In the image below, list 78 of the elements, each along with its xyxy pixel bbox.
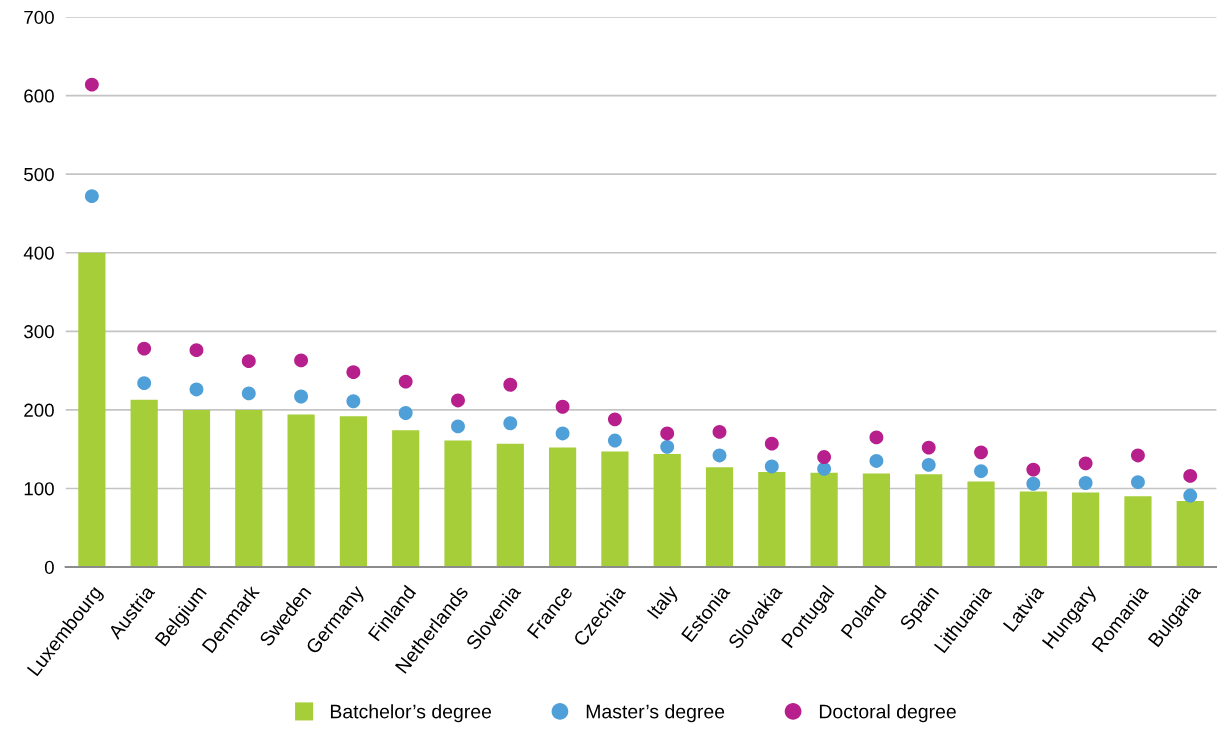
point <box>1078 456 1093 471</box>
point <box>555 399 570 414</box>
point <box>503 377 518 392</box>
point <box>921 440 936 455</box>
point <box>1130 448 1145 463</box>
legend-label: Doctoral degree <box>819 704 956 723</box>
point <box>764 459 779 474</box>
bar <box>287 414 315 568</box>
bar <box>339 416 367 568</box>
point <box>451 393 465 408</box>
y-tick-label: 300 <box>24 325 54 339</box>
bar <box>705 467 734 568</box>
point <box>817 450 832 464</box>
point <box>1026 462 1041 477</box>
point <box>712 424 727 439</box>
point <box>1183 468 1198 483</box>
point <box>712 448 727 463</box>
point <box>974 464 988 479</box>
y-tick-label: 100 <box>24 482 54 496</box>
bar <box>235 409 263 568</box>
bar <box>1124 496 1152 568</box>
point <box>451 419 465 434</box>
point <box>764 436 779 451</box>
bar <box>182 409 211 568</box>
legend-label: Master’s degree <box>586 704 725 723</box>
bar <box>601 451 629 568</box>
bar <box>1019 491 1047 568</box>
bar <box>1176 501 1204 568</box>
bar <box>810 472 838 568</box>
y-tick-label: 500 <box>24 167 54 182</box>
point <box>84 189 99 204</box>
point <box>921 457 936 472</box>
point <box>503 416 518 431</box>
y-tick-label: 600 <box>24 89 54 103</box>
legend-label: Batchelor’s degree <box>330 704 492 723</box>
y-tick-label: 700 <box>24 10 54 25</box>
point <box>660 426 675 441</box>
point <box>241 386 256 401</box>
point <box>607 433 622 448</box>
point <box>555 426 570 441</box>
bar <box>496 443 524 568</box>
point <box>1130 475 1145 490</box>
point <box>398 406 413 420</box>
point <box>1183 488 1198 503</box>
point <box>1078 476 1093 490</box>
y-tick-label: 200 <box>24 403 54 417</box>
point <box>398 374 413 389</box>
point <box>869 454 884 468</box>
point <box>189 343 204 358</box>
bar <box>862 473 891 568</box>
point <box>241 354 256 369</box>
bar <box>549 447 577 568</box>
bar <box>130 399 158 568</box>
point <box>189 382 204 397</box>
bar <box>78 252 106 568</box>
point <box>974 445 988 460</box>
bar <box>653 453 681 568</box>
point <box>84 77 99 92</box>
point <box>346 365 361 380</box>
bar <box>392 430 420 568</box>
point <box>137 341 152 356</box>
bar <box>758 471 786 568</box>
point <box>294 353 309 368</box>
bar <box>915 474 943 568</box>
point <box>294 389 309 404</box>
point <box>817 461 832 476</box>
point <box>869 430 884 445</box>
x-tick-label: Italy <box>646 583 682 622</box>
bar <box>967 481 995 568</box>
bar <box>1072 492 1100 568</box>
y-tick-label: 400 <box>23 246 54 260</box>
point <box>607 412 622 427</box>
bar <box>444 440 472 568</box>
point <box>346 394 361 409</box>
point <box>660 439 675 454</box>
point <box>1026 476 1041 491</box>
point <box>137 376 152 391</box>
y-tick-label: 0 <box>44 560 54 575</box>
